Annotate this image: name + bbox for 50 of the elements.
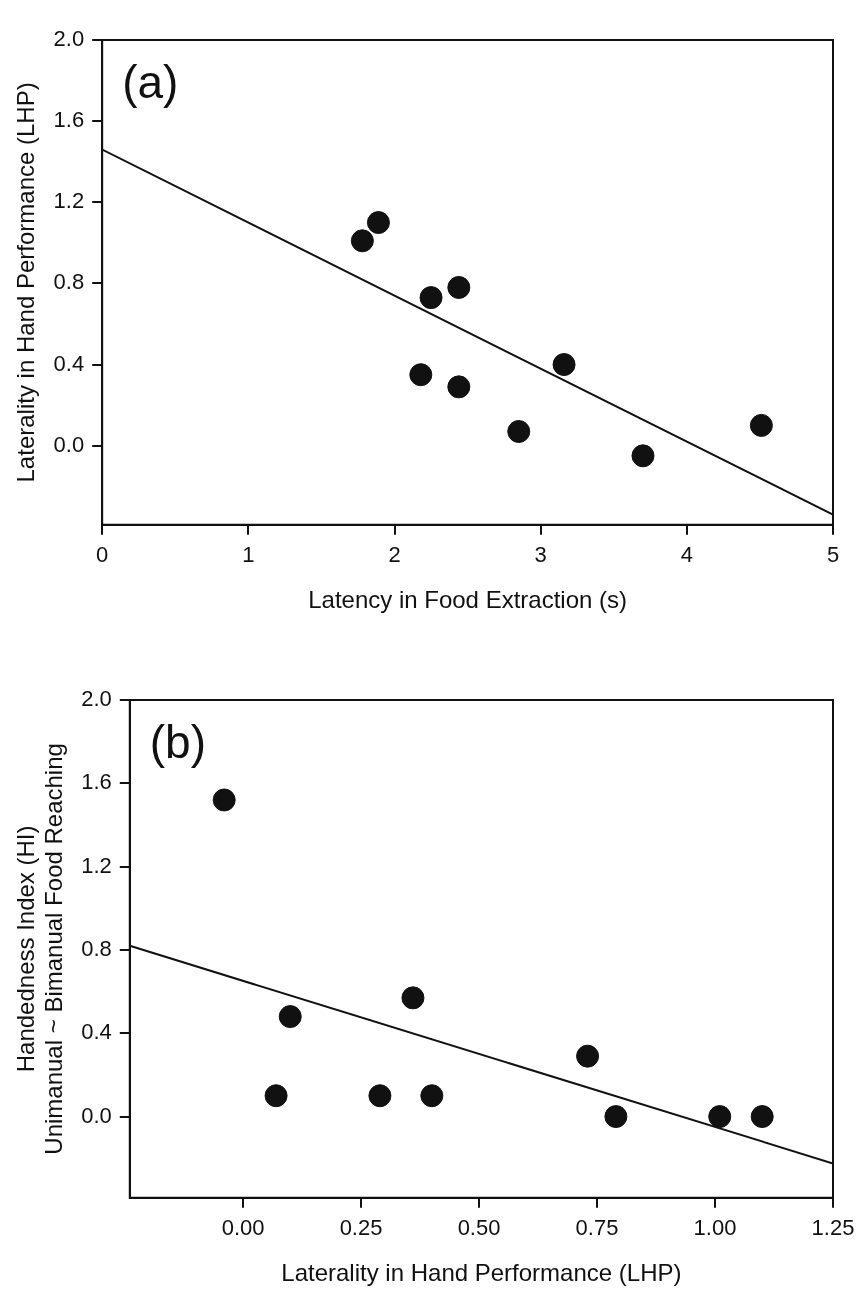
x-tick-label: 0 (96, 542, 109, 568)
x-axis-title: Laterality in Hand Performance (LHP) (281, 1259, 682, 1287)
x-tick-label: 5 (826, 542, 840, 568)
point (264, 1084, 288, 1108)
point (420, 1084, 444, 1108)
y-axis-title: Laterality in Hand Performance (LHP) (12, 82, 40, 483)
x-tick-label: 0.50 (457, 1215, 501, 1241)
y-tick-label: 0.0 (53, 431, 85, 457)
point (366, 211, 390, 235)
y-tick-label: 0.8 (81, 936, 112, 961)
point (708, 1105, 732, 1129)
x-tick-label: 3 (534, 542, 547, 568)
annotation: (b) (149, 715, 207, 768)
point (409, 363, 433, 387)
y-tick-label: 1.6 (81, 769, 112, 795)
point (401, 986, 425, 1010)
point (552, 353, 576, 377)
y-tick-label: 2.0 (81, 686, 112, 712)
point (631, 444, 655, 468)
y-tick-label: 0.4 (81, 1019, 112, 1045)
y-tick-label: 0.0 (81, 1102, 112, 1128)
x-axis-title: Latency in Food Extraction (s) (308, 586, 627, 614)
x-tick-label: 4 (680, 542, 693, 568)
point (447, 375, 471, 399)
point (604, 1105, 628, 1129)
point (278, 1005, 302, 1029)
y-tick-label: 0.8 (53, 269, 85, 295)
x-tick-label: 0.00 (221, 1215, 265, 1241)
annotation: (a) (122, 55, 179, 108)
x-tick-label: 1.25 (811, 1215, 855, 1241)
x-tick-label: 2 (388, 542, 401, 568)
point (447, 275, 471, 299)
point (368, 1084, 392, 1108)
point (750, 1105, 774, 1129)
point (749, 413, 773, 437)
y-tick-label: 1.2 (81, 852, 112, 878)
x-tick-label: 0.25 (339, 1215, 383, 1241)
point (419, 286, 443, 310)
point (212, 788, 236, 812)
point (350, 229, 374, 253)
x-tick-label: 1.00 (693, 1215, 737, 1241)
y-tick-label: 2.0 (53, 26, 85, 52)
x-tick-label: 1 (242, 542, 255, 568)
point (576, 1044, 600, 1068)
y-tick-label: 1.6 (53, 107, 85, 133)
y-axis-title: Handedness Index (HI) Unimanual ~ Bimanual Food Reaching (12, 743, 68, 1155)
point (507, 419, 531, 443)
y-tick-label: 0.4 (53, 350, 85, 376)
y-tick-label: 1.2 (53, 188, 85, 214)
x-tick-label: 0.75 (575, 1215, 619, 1241)
